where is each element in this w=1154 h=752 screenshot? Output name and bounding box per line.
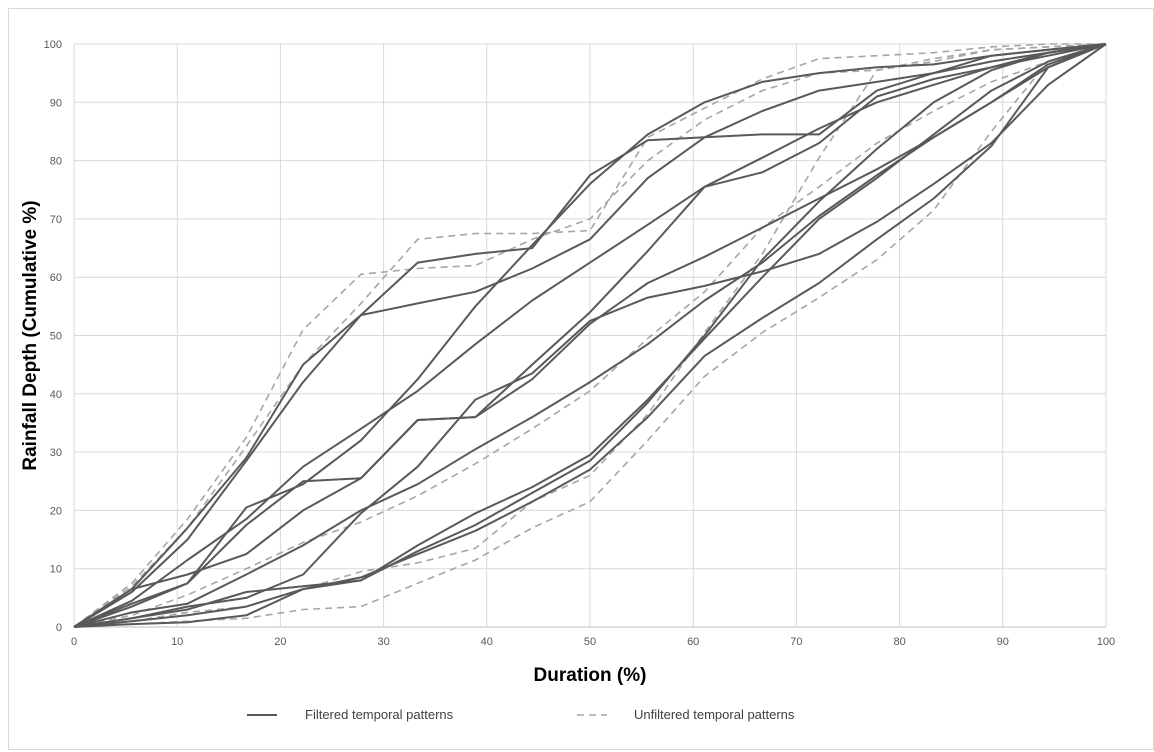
y-tick-label: 90: [50, 97, 62, 109]
x-tick-label: 30: [377, 636, 389, 648]
legend-label-filtered: Filtered temporal patterns: [305, 707, 454, 722]
y-tick-label: 20: [50, 505, 62, 517]
x-tick-label: 90: [997, 636, 1009, 648]
x-tick-label: 100: [1097, 636, 1115, 648]
y-tick-label: 60: [50, 272, 62, 284]
y-tick-label: 80: [50, 156, 62, 168]
y-tick-label: 50: [50, 331, 62, 343]
unfiltered-series-line-14: [73, 43, 1107, 628]
y-tick-label: 70: [50, 214, 62, 226]
filtered-series-line-7: [73, 43, 1107, 628]
filtered-series-line-4: [73, 43, 1107, 628]
filtered-series-line-10: [73, 43, 1107, 628]
chart-frame: 0 10 20 30 40 50 60 70 80 90 100 0 10 20 30 40 50 60 70 80…: [8, 8, 1154, 750]
unfiltered-series-line-12: [73, 43, 1106, 628]
filtered-series-line-2: [73, 43, 1107, 628]
x-tick-label: 50: [584, 636, 596, 648]
x-tick-label: 20: [274, 636, 286, 648]
x-tick-label: 0: [71, 636, 77, 648]
y-tick-label: 100: [44, 39, 62, 51]
filtered-series-line-3: [73, 43, 1107, 628]
y-tick-label: 10: [50, 564, 62, 576]
x-tick-label: 10: [171, 636, 183, 648]
y-axis-title: Rainfall Depth (Cumulative %): [20, 200, 41, 470]
x-tick-label: 70: [790, 636, 802, 648]
y-tick-label: 30: [50, 447, 62, 459]
x-tick-label: 80: [893, 636, 905, 648]
line-chart: 0 10 20 30 40 50 60 70 80 90 100 0 10 20 30 40 50 60 70 80…: [20, 39, 1115, 722]
filtered-series-line-1: [73, 43, 1107, 628]
filtered-series-line-9: [73, 43, 1107, 628]
x-tick-labels: 0 10 20 30 40 50 60 70 80 90 100: [71, 636, 1115, 648]
y-tick-label: 40: [50, 389, 62, 401]
gridlines: [73, 43, 1107, 628]
y-tick-label: 0: [56, 622, 62, 634]
legend-label-unfiltered: Unfiltered temporal patterns: [634, 707, 795, 722]
filtered-series-line-6: [73, 43, 1107, 628]
y-tick-labels: 0 10 20 30 40 50 60 70 80 90 100: [44, 39, 62, 634]
x-tick-label: 40: [481, 636, 493, 648]
filtered-series-group: [73, 43, 1107, 628]
unfiltered-series-line-15: [73, 43, 1107, 628]
unfiltered-series-line-11: [73, 43, 1107, 628]
x-axis-title: Duration (%): [534, 665, 647, 686]
legend: Filtered temporal patterns Unfiltered te…: [247, 707, 795, 722]
x-tick-label: 60: [687, 636, 699, 648]
filtered-series-line-8: [73, 43, 1107, 628]
